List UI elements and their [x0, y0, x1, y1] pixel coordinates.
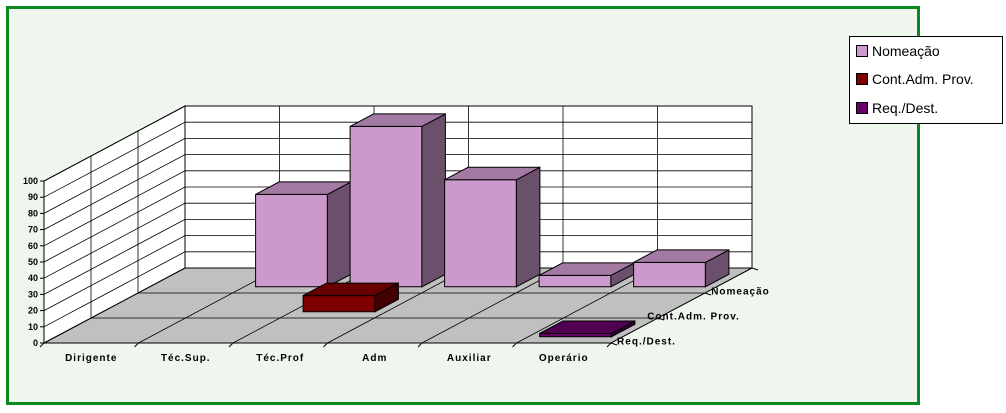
x-tick-mark	[606, 342, 612, 348]
y-tick-label: 80	[28, 208, 38, 218]
depth-tick-mark	[657, 317, 665, 321]
depth-tick-mark	[610, 342, 618, 346]
y-tick-label: 40	[28, 273, 38, 283]
x-axis-label: Dirigente	[65, 353, 117, 364]
x-axis-label: Operário	[539, 353, 589, 364]
bar	[539, 320, 636, 338]
x-tick-mark	[323, 342, 328, 348]
x-axis-label: Adm	[362, 353, 387, 364]
x-tick-mark	[134, 342, 139, 348]
x-axis-label: Téc.Prof	[256, 353, 304, 364]
bar-front	[349, 125, 423, 288]
y-tick-label: 10	[28, 322, 38, 332]
bar-front	[538, 274, 612, 288]
x-tick-mark	[417, 342, 423, 348]
y-tick-label: 100	[23, 176, 38, 186]
legend-item-cont-adm-prov: Cont.Adm. Prov.	[856, 70, 974, 88]
depth-axis-label: Req./Dest.	[617, 337, 676, 348]
depth-axis-label: Cont.Adm. Prov.	[647, 312, 740, 323]
bar-front	[302, 295, 376, 313]
legend-label: Nomeação	[872, 43, 940, 59]
bar-top	[633, 249, 730, 263]
bar	[444, 166, 541, 288]
bar-top	[302, 282, 399, 297]
legend-swatch	[856, 102, 868, 114]
bar-top	[349, 113, 446, 127]
y-tick-label: 90	[28, 192, 38, 202]
y-tick-label: 30	[28, 289, 38, 299]
depth-axis-label: Nomeação	[711, 287, 770, 298]
y-axis-ticks: 0 10 20 30 40 50 60 70 80 90 100	[23, 176, 44, 348]
legend-label: Cont.Adm. Prov.	[872, 71, 974, 87]
x-tick-mark	[228, 342, 234, 348]
legend: Nomeação Cont.Adm. Prov. Req./Dest.	[849, 36, 1003, 124]
bar-top	[444, 166, 541, 181]
bar-front	[255, 193, 328, 288]
depth-tick-mark	[704, 292, 712, 296]
depth-axis-labels: Nomeação Cont.Adm. Prov. Req./Dest.	[610, 267, 770, 348]
bar-front	[444, 179, 517, 288]
x-axis-labels: Dirigente Téc.Sup. Téc.Prof Adm Auxiliar Oper…	[39, 342, 612, 364]
x-tick-mark	[512, 342, 517, 348]
legend-swatch	[856, 45, 868, 57]
bar-side	[421, 113, 446, 288]
y-tick-label: 60	[28, 241, 38, 251]
bar-front	[633, 261, 706, 288]
x-axis-label: Auxiliar	[447, 353, 492, 364]
bar-top	[539, 320, 636, 334]
bar	[633, 249, 730, 288]
bar	[255, 181, 352, 288]
y-tick-label: 70	[28, 225, 38, 235]
legend-label: Req./Dest.	[872, 100, 939, 116]
x-tick-mark	[39, 342, 45, 348]
depth-tick-mark	[751, 267, 759, 271]
bar	[349, 113, 446, 288]
bar	[302, 282, 399, 313]
legend-item-nomeacao: Nomeação	[856, 42, 940, 60]
y-tick-label: 0	[33, 338, 38, 348]
x-axis-label: Téc.Sup.	[161, 353, 211, 364]
bar	[538, 262, 635, 288]
bar-side	[515, 166, 541, 288]
y-tick-label: 50	[28, 257, 38, 267]
legend-swatch	[856, 73, 868, 85]
bar-side	[326, 181, 352, 288]
chart-bars	[255, 113, 730, 338]
y-tick-label: 20	[28, 306, 38, 316]
legend-item-req-dest: Req./Dest.	[856, 99, 938, 117]
